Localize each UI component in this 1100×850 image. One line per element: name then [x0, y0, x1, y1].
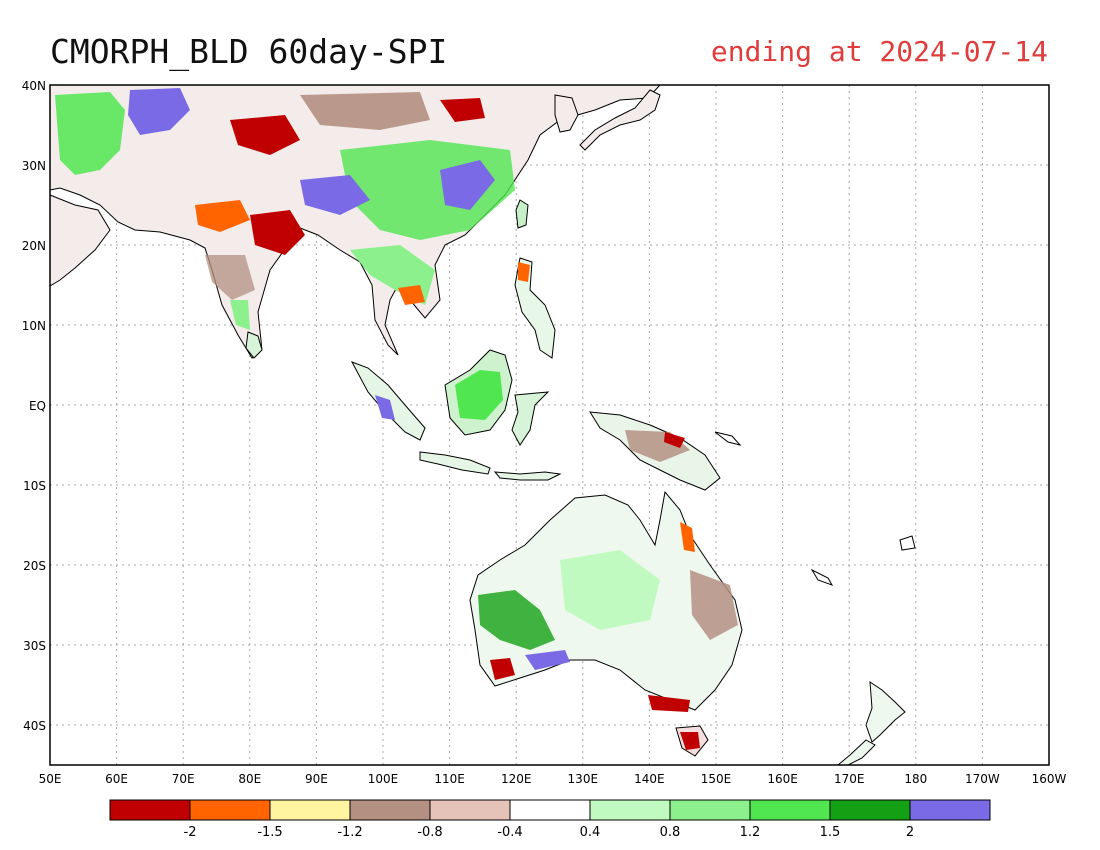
dry-anomaly-tasmania	[680, 732, 700, 750]
java-island	[419, 451, 491, 475]
legend-label: -1.5	[257, 825, 282, 840]
lon-tick-label: 70E	[172, 772, 195, 786]
legend-swatch	[749, 799, 831, 821]
arabia-landmass	[49, 194, 111, 287]
lat-tick-label: 20N	[22, 239, 46, 253]
legend-swatch	[349, 799, 431, 821]
legend-swatch	[589, 799, 671, 821]
legend-label: 1.2	[740, 825, 761, 840]
korea-peninsula	[554, 94, 579, 133]
lon-tick-label: 120E	[501, 772, 532, 786]
sulawesi-island	[511, 391, 550, 446]
very-wet-anomaly-south-china	[300, 175, 370, 215]
lon-tick-label: 60E	[105, 772, 128, 786]
lon-tick-label: 110E	[434, 772, 465, 786]
legend-label: -2	[184, 825, 197, 840]
sri-lanka-island	[245, 331, 263, 359]
spi-anomaly-patches	[55, 88, 738, 750]
lon-tick-label: 160W	[1032, 772, 1067, 786]
lon-tick-label: 150E	[701, 772, 732, 786]
legend-swatch	[829, 799, 911, 821]
lon-tick-label: 160E	[767, 772, 798, 786]
lat-tick-label: 10N	[22, 319, 46, 333]
legend-label: 2	[906, 825, 914, 840]
lat-tick-label: 30S	[23, 639, 46, 653]
legend-label: 0.4	[580, 825, 601, 840]
dry-anomaly-asia-brown	[300, 92, 430, 130]
very-wet-anomaly-east-china	[440, 160, 495, 210]
japan-islands	[579, 89, 661, 151]
legend-swatch	[189, 799, 271, 821]
legend-label: 1.5	[820, 825, 841, 840]
dry-anomaly-southwest-wa	[490, 658, 515, 680]
wet-anomaly-borneo	[455, 370, 503, 420]
dry-anomaly-victoria	[648, 695, 690, 712]
very-wet-anomaly-sumatra	[375, 395, 395, 420]
dry-anomaly-india-brown	[205, 255, 255, 300]
taiwan-island	[515, 199, 529, 229]
lon-tick-label: 130E	[568, 772, 599, 786]
dry-anomaly-west-india	[195, 200, 250, 232]
pacific-island-1	[714, 431, 742, 446]
new-zealand-north-island	[865, 681, 906, 743]
dry-anomaly-north-china	[440, 98, 485, 122]
wet-anomaly-west-asia	[55, 92, 125, 175]
dry-anomaly-luzon	[518, 262, 530, 282]
dry-anomaly-myanmar	[398, 285, 425, 305]
legend-label: -0.8	[417, 825, 442, 840]
legend-label: -0.4	[497, 825, 522, 840]
pacific-island-3	[899, 535, 916, 551]
legend-swatch	[429, 799, 511, 821]
legend-swatch	[509, 799, 591, 821]
wet-anomaly-western-australia	[478, 590, 555, 650]
dry-anomaly-tibet	[230, 115, 300, 155]
wet-anomaly-sri-lanka	[230, 300, 250, 330]
pacific-island-2	[810, 568, 834, 586]
legend-swatch	[909, 799, 991, 821]
map-subtitle: ending at 2024-07-14	[711, 35, 1048, 68]
lon-tick-label: 50E	[39, 772, 62, 786]
legend-swatch	[269, 799, 351, 821]
legend-label: 0.8	[660, 825, 681, 840]
lon-tick-label: 170W	[965, 772, 1000, 786]
dry-anomaly-queensland	[680, 522, 695, 552]
lat-tick-label: 30N	[22, 159, 46, 173]
latitude-axis-labels: 40N 30N 20N 10N EQ 10S 20S 30S 40S	[22, 79, 46, 733]
lat-tick-label: 40N	[22, 79, 46, 93]
longitude-axis-labels: 50E 60E 70E 80E 90E 100E 110E 120E 130E 140E 150E 1…	[39, 772, 1067, 786]
lon-tick-label: 170E	[834, 772, 865, 786]
lat-tick-label: 10S	[23, 479, 46, 493]
map-title: CMORPH_BLD 60day-SPI	[50, 32, 447, 72]
lon-tick-label: 180	[904, 772, 927, 786]
lat-tick-label: EQ	[29, 399, 46, 413]
map-frame	[49, 84, 1050, 766]
legend-swatch	[669, 799, 751, 821]
wet-anomaly-central-australia	[560, 550, 660, 630]
lesser-sunda-islands	[493, 471, 562, 481]
legend-swatch	[109, 799, 191, 821]
lat-tick-label: 40S	[23, 719, 46, 733]
dry-anomaly-new-guinea-red	[664, 432, 685, 448]
dry-anomaly-east-australia	[690, 570, 738, 640]
philippines-islands	[514, 257, 556, 359]
legend-label: -1.2	[337, 825, 362, 840]
lon-tick-label: 100E	[368, 772, 399, 786]
lat-tick-label: 20S	[23, 559, 46, 573]
very-wet-anomaly-south-australia	[525, 650, 570, 670]
very-wet-anomaly-west-asia	[128, 88, 190, 135]
lon-tick-label: 140E	[634, 772, 665, 786]
lon-tick-label: 90E	[305, 772, 328, 786]
lon-tick-label: 80E	[238, 772, 261, 786]
dry-anomaly-central-india	[250, 210, 305, 255]
color-legend: -2 -1.5 -1.2 -0.8 -0.4 0.4 0.8 1.2 1.5 2	[109, 799, 991, 840]
